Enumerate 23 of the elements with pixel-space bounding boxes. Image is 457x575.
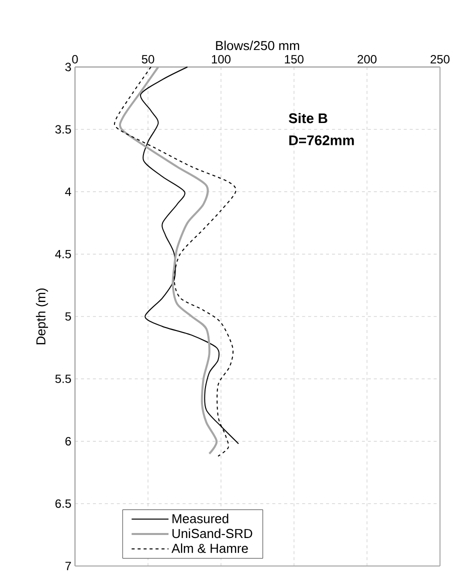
x-tick-label: 100 <box>212 55 231 64</box>
y-tick-label: 4.5 <box>55 250 71 258</box>
legend-label: Alm & Hamre <box>172 543 248 553</box>
x-tick-label: 250 <box>430 55 450 64</box>
y-tick-label: 3.5 <box>55 125 71 134</box>
y-tick-label: 4 <box>65 188 72 196</box>
annotation: Site B <box>288 112 328 124</box>
x-tick-label: 150 <box>284 55 304 64</box>
x-tick-label: 200 <box>358 55 377 64</box>
annotation: D=762mm <box>289 135 354 146</box>
y-tick-label: 7 <box>65 562 71 570</box>
y-tick-label: 5 <box>65 312 71 321</box>
y-tick-label: 5.5 <box>55 374 71 384</box>
line-series <box>114 66 236 457</box>
y-tick-label: 6.5 <box>55 499 71 508</box>
x-axis-title: Blows/250 mm <box>216 40 300 50</box>
x-tick-label: 50 <box>142 55 154 64</box>
y-tick-label: 6 <box>65 437 71 446</box>
legend-label: Measured <box>172 514 228 524</box>
y-tick-label: 3 <box>65 62 71 72</box>
legend-label: UniSand-SRD <box>172 528 252 538</box>
x-tick-label: 0 <box>72 55 78 64</box>
y-axis-title: Depth (m) <box>36 288 48 344</box>
